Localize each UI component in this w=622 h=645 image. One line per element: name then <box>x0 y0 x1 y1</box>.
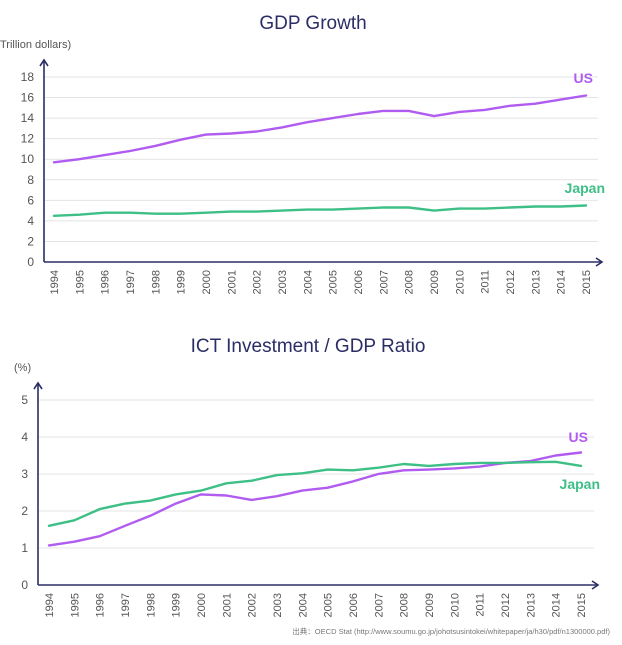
gdp-y-tick-label: 12 <box>21 132 35 146</box>
ict-x-tick-label: 2014 <box>551 593 563 617</box>
ict-grid <box>38 399 594 549</box>
ict-japan-series-label: Japan <box>560 476 600 492</box>
gdp-y-tick-label: 6 <box>27 193 34 207</box>
gdp-x-tick-label: 1994 <box>49 270 61 294</box>
gdp-x-tick-label: 2015 <box>581 270 593 294</box>
gdp-x-tick-label: 2005 <box>328 270 340 294</box>
gdp-axis-lines <box>43 60 602 263</box>
ict-y-tick-label: 5 <box>21 393 28 407</box>
ict-x-tick-label: 2009 <box>424 593 436 617</box>
gdp-x-axis-arrow <box>595 257 604 267</box>
ict-x-tick-label: 2012 <box>500 593 512 617</box>
gdp-x-tick-label: 2003 <box>277 270 289 294</box>
ict-x-tick-label: 1997 <box>120 593 132 617</box>
gdp-japan-series-label: Japan <box>565 180 605 196</box>
gdp-x-tick-label: 2011 <box>480 270 492 294</box>
gdp-us-series-label: US <box>574 70 593 86</box>
gdp-x-tick-label: 1997 <box>125 270 137 294</box>
gdp-x-tick-label: 2012 <box>505 270 517 294</box>
gdp-axes <box>39 58 604 267</box>
gdp-growth-chart: GDP Growth Trillion dollars) 0 2 4 6 8 10 12 14… <box>0 13 605 294</box>
ict-y-tick-label: 0 <box>21 578 28 592</box>
gdp-japan-line <box>52 204 588 218</box>
ict-x-axis-arrow <box>591 580 600 590</box>
ict-x-tick-label: 2010 <box>449 593 461 617</box>
ict-x-tick-label: 2003 <box>272 593 284 617</box>
ict-x-tick-label: 1998 <box>145 593 157 617</box>
gdp-x-tick-label: 2007 <box>378 270 390 294</box>
ict-y-tick-label: 3 <box>21 467 28 481</box>
gdp-x-tick-label: 2014 <box>556 270 568 294</box>
ict-y-tick-label: 4 <box>21 430 28 444</box>
ict-us-line <box>47 451 583 547</box>
ict-x-tick-label: 2011 <box>475 593 487 617</box>
gdp-y-tick-label: 16 <box>21 91 35 105</box>
ict-x-tick-label: 2005 <box>323 593 335 617</box>
ict-japan-line <box>47 460 583 527</box>
gdp-y-tick-label: 0 <box>27 255 34 269</box>
gdp-x-tick-label: 2010 <box>454 270 466 294</box>
ict-x-tick-label: 2006 <box>348 593 360 617</box>
gdp-grid <box>44 76 598 242</box>
ict-x-tick-label: 1995 <box>69 593 81 617</box>
ict-x-tick-label: 2000 <box>196 593 208 617</box>
ict-x-tick-label: 2007 <box>373 593 385 617</box>
gdp-us-line <box>52 94 588 164</box>
ict-y-axis-arrow <box>33 381 43 390</box>
gdp-y-tick-label: 4 <box>27 214 34 228</box>
ict-x-tick-label: 2013 <box>525 593 537 617</box>
ict-x-tick-label: 2015 <box>576 593 588 617</box>
gdp-x-tick-label: 2013 <box>530 270 542 294</box>
gdp-x-tick-label: 2006 <box>353 270 365 294</box>
ict-x-tick-label: 1994 <box>44 593 56 617</box>
gdp-x-tick-label: 2008 <box>404 270 416 294</box>
ict-axes <box>33 381 600 590</box>
ict-x-tick-label: 2002 <box>247 593 259 617</box>
ict-x-tick-label: 1996 <box>95 593 107 617</box>
gdp-x-tick-label: 1996 <box>100 270 112 294</box>
gdp-x-tick-label: 2000 <box>201 270 213 294</box>
gdp-x-tick-label: 2009 <box>429 270 441 294</box>
ict-y-tick-label: 1 <box>21 541 28 555</box>
gdp-y-tick-label: 14 <box>21 111 35 125</box>
ict-x-tick-label: 2004 <box>297 593 309 617</box>
source-note: 出典：OECD Stat (http://www.soumu.go.jp/joh… <box>292 626 610 636</box>
ict-lines <box>47 451 583 547</box>
ict-axis-lines <box>37 383 598 586</box>
ict-investment-chart: ICT Investment / GDP Ratio (%) 0 1 2 3 4 5 19… <box>14 336 600 617</box>
gdp-x-tick-label: 1999 <box>176 270 188 294</box>
gdp-chart-title: GDP Growth <box>259 13 366 34</box>
gdp-y-tick-label: 10 <box>21 152 35 166</box>
ict-y-tick-label: 2 <box>21 504 28 518</box>
gdp-y-tick-label: 2 <box>27 234 34 248</box>
gdp-x-tick-label: 1998 <box>150 270 162 294</box>
gdp-x-tick-label: 2002 <box>252 270 264 294</box>
gdp-y-axis-unit: Trillion dollars) <box>0 39 71 51</box>
gdp-y-ticks: 0 2 4 6 8 10 12 14 16 18 <box>21 70 35 269</box>
gdp-lines <box>52 94 588 218</box>
ict-us-series-label: US <box>569 429 588 445</box>
ict-x-ticks: 1994 1995 1996 1997 1998 1999 2000 2001 2002 2003… <box>44 593 588 617</box>
ict-x-tick-label: 1999 <box>171 593 183 617</box>
ict-y-axis-unit: (%) <box>14 362 31 374</box>
gdp-y-tick-label: 8 <box>27 173 34 187</box>
gdp-x-ticks: 1994 1995 1996 1997 1998 1999 2000 2001 2002 2003… <box>49 270 593 294</box>
gdp-x-tick-label: 1995 <box>74 270 86 294</box>
ict-x-tick-label: 2008 <box>399 593 411 617</box>
ict-x-tick-label: 2001 <box>221 593 233 617</box>
ict-y-ticks: 0 1 2 3 4 5 <box>21 393 28 592</box>
gdp-y-axis-arrow <box>39 58 49 67</box>
gdp-x-tick-label: 2004 <box>302 270 314 294</box>
gdp-x-tick-label: 2001 <box>226 270 238 294</box>
ict-chart-title: ICT Investment / GDP Ratio <box>191 336 426 357</box>
gdp-y-tick-label: 18 <box>21 70 35 84</box>
